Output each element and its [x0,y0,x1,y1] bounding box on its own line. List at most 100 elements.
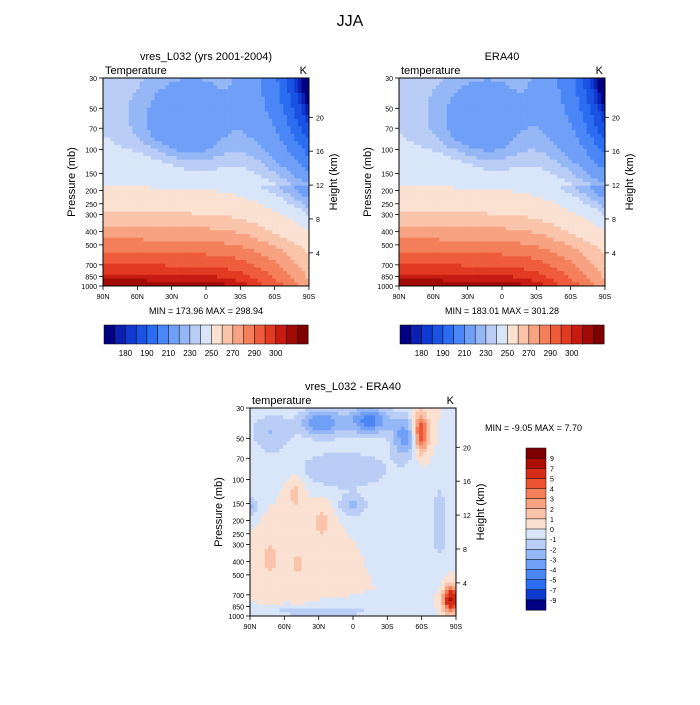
heatmap-cell [399,141,403,145]
heatmap-cell [191,193,195,197]
heatmap-cell [173,178,177,182]
heatmap-cell [269,230,273,234]
heatmap-cell [118,219,122,223]
heatmap-cell [191,119,195,123]
heatmap-cell [235,97,239,101]
heatmap-cell [114,156,118,160]
heatmap-cell [166,163,170,167]
heatmap-cell [265,215,269,219]
heatmap-cell [254,175,258,179]
heatmap-cell [513,82,517,86]
heatmap-cell [221,204,225,208]
heatmap-cell [462,85,466,89]
heatmap-cell [254,215,258,219]
x-tick-label: 60N [131,294,144,301]
heatmap-cell [184,175,188,179]
heatmap-cell [531,100,535,104]
heatmap-cell [491,97,495,101]
heatmap-cell [428,193,432,197]
heatmap-cell [513,93,517,97]
heatmap-cell [528,134,532,138]
heatmap-cell [565,93,569,97]
heatmap-cell [432,111,436,115]
heatmap-cell [414,152,418,156]
heatmap-cell [298,182,302,186]
heatmap-cell [217,160,221,164]
heatmap-cell [261,215,265,219]
heatmap-cell [228,189,232,193]
heatmap-cell [272,160,276,164]
heatmap-cell [114,119,118,123]
heatmap-cell [265,245,269,249]
heatmap-cell [269,279,273,283]
heatmap-cell [557,115,561,119]
heatmap-cell [579,145,583,149]
heatmap-cell [502,130,506,134]
heatmap-cell [528,82,532,86]
heatmap-cell [498,163,502,167]
heatmap-cell [594,123,598,127]
heatmap-cell [162,234,166,238]
heatmap-cell [132,167,136,171]
heatmap-cell [469,186,473,190]
heatmap-cell [114,115,118,119]
heatmap-cell [206,215,210,219]
heatmap-cell [114,97,118,101]
heatmap-cell [579,182,583,186]
heatmap-cell [132,97,136,101]
heatmap-cell [302,119,306,123]
heatmap-cell [228,115,232,119]
heatmap-cell [107,204,111,208]
heatmap-cell [473,189,477,193]
heatmap-cell [143,149,147,153]
heatmap-cell [155,100,159,104]
heatmap-cell [546,189,550,193]
heatmap-cell [554,130,558,134]
heatmap-cell [399,78,403,82]
heatmap-cell [579,152,583,156]
heatmap-cell [283,204,287,208]
heatmap-cell [250,104,254,108]
heatmap-cell [184,201,188,205]
heatmap-cell [158,115,162,119]
heatmap-cell [136,193,140,197]
heatmap-cell [195,137,199,141]
heatmap-cell [140,100,144,104]
heatmap-cell [495,175,499,179]
heatmap-cell [206,152,210,156]
heatmap-cell [531,175,535,179]
heatmap-cell [576,97,580,101]
heatmap-cell [243,175,247,179]
heatmap-cell [432,85,436,89]
heatmap-cell [399,111,403,115]
heatmap-cell [180,93,184,97]
heatmap-cell [520,156,524,160]
heatmap-cell [210,234,214,238]
heatmap-cell [272,149,276,153]
heatmap-cell [462,141,466,145]
heatmap-cell [254,234,258,238]
heatmap-cell [465,123,469,127]
heatmap-cell [480,171,484,175]
heatmap-cell [243,193,247,197]
heatmap-cell [121,241,125,245]
heatmap-cell [462,100,466,104]
heatmap-cell [590,130,594,134]
heatmap-cell [428,189,432,193]
heatmap-cell [184,264,188,268]
heatmap-cell [243,160,247,164]
heatmap-cell [399,167,403,171]
heatmap-cell [428,130,432,134]
heatmap-cell [210,93,214,97]
heatmap-cell [254,267,258,271]
heatmap-cell [276,197,280,201]
heatmap-cell [258,267,262,271]
heatmap-cell [210,201,214,205]
heatmap-cell [107,123,111,127]
heatmap-cell [403,197,407,201]
heatmap-cell [280,245,284,249]
heatmap-cell [487,93,491,97]
heatmap-cell [110,245,114,249]
heatmap-cell [180,193,184,197]
heatmap-cell [228,234,232,238]
